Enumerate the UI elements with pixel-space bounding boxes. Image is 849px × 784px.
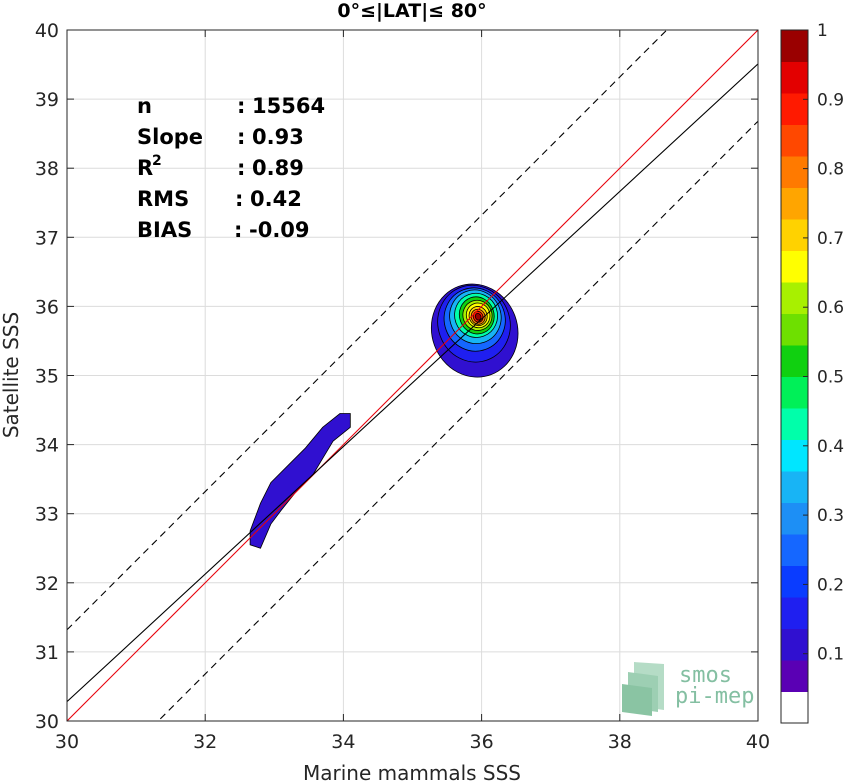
x-tick-label: 40 bbox=[746, 731, 770, 753]
colorbar-segment bbox=[781, 124, 808, 157]
colorbar-tick-label: 0.3 bbox=[817, 506, 844, 526]
lower-bound-dashed-line bbox=[157, 120, 758, 721]
colorbar-tick-label: 0.6 bbox=[817, 298, 844, 318]
one-to-one-line bbox=[67, 30, 758, 721]
y-tick-label: 40 bbox=[35, 20, 59, 42]
stat-value: 15564 bbox=[252, 94, 325, 118]
colorbar-segment bbox=[781, 534, 808, 566]
y-tick-label: 30 bbox=[35, 711, 59, 733]
stat-value: -0.09 bbox=[249, 218, 310, 242]
colorbar-segment bbox=[781, 597, 808, 629]
colorbar-segment bbox=[781, 471, 808, 503]
colorbar-segment bbox=[781, 61, 808, 94]
y-tick-label: 37 bbox=[35, 227, 59, 249]
grid bbox=[66, 29, 759, 722]
stat-label: Slope bbox=[137, 125, 203, 149]
stat-label-superscript: 2 bbox=[152, 153, 162, 169]
stat-value: 0.89 bbox=[252, 156, 304, 180]
regression-line bbox=[67, 63, 758, 703]
logo-graphic-icon bbox=[622, 662, 664, 716]
upper-bound-dashed-line bbox=[67, 30, 668, 631]
stat-label: BIAS bbox=[137, 218, 192, 242]
chart-title: 0°≤|LAT|≤ 80° bbox=[337, 0, 486, 22]
stat-separator: : bbox=[237, 125, 245, 149]
colorbar-tick-label: 1 bbox=[817, 21, 828, 41]
y-tick-label: 32 bbox=[35, 573, 59, 595]
colorbar-tick-label: 0.4 bbox=[817, 437, 844, 457]
colorbar-segment bbox=[781, 565, 808, 598]
y-tick-label: 34 bbox=[35, 435, 59, 457]
colorbar-segment bbox=[781, 187, 808, 220]
stat-separator: : bbox=[234, 218, 242, 242]
colorbar-segment bbox=[781, 660, 808, 692]
x-tick-label: 32 bbox=[193, 731, 217, 753]
x-tick-label: 34 bbox=[331, 731, 355, 753]
logo-line1: smos bbox=[679, 663, 732, 688]
density-contour-level bbox=[474, 312, 482, 321]
colorbar-segment bbox=[781, 408, 808, 440]
y-tick-label: 39 bbox=[35, 89, 59, 111]
smos-pi-mep-logo: smos pi-mep bbox=[622, 662, 754, 716]
colorbar-segment bbox=[781, 628, 808, 661]
colorbar-segment bbox=[781, 439, 808, 472]
y-tick-label: 38 bbox=[35, 158, 59, 180]
stat-label: R bbox=[137, 156, 153, 180]
colorbar-segment bbox=[781, 219, 808, 251]
colorbar-segment bbox=[781, 93, 808, 125]
colorbar-tick-label: 0.5 bbox=[817, 368, 844, 388]
x-tick-label: 38 bbox=[608, 731, 632, 753]
y-tick-label: 33 bbox=[35, 504, 59, 526]
colorbar-segment bbox=[781, 345, 808, 377]
colorbar-segment bbox=[781, 691, 808, 724]
colorbar-tick-label: 0.7 bbox=[817, 229, 844, 249]
colorbar-segment bbox=[781, 376, 808, 409]
colorbar-segment bbox=[781, 282, 808, 314]
reference-lines bbox=[67, 30, 758, 721]
stat-value: 0.93 bbox=[252, 125, 304, 149]
colorbar-segment bbox=[781, 156, 808, 188]
x-tick-label: 30 bbox=[55, 731, 79, 753]
y-tick-label: 35 bbox=[35, 366, 59, 388]
colorbar-tick-label: 0.8 bbox=[817, 160, 844, 180]
stat-separator: : bbox=[235, 187, 243, 211]
y-axis-label: Satellite SSS bbox=[0, 312, 23, 438]
stat-value: 0.42 bbox=[250, 187, 302, 211]
colorbar-tick-label: 0.2 bbox=[817, 575, 844, 595]
y-tick-label: 36 bbox=[35, 296, 59, 318]
x-axis-label: Marine mammals SSS bbox=[303, 761, 521, 784]
logo-line2: pi-mep bbox=[675, 684, 754, 709]
colorbar-segment bbox=[781, 250, 808, 283]
stat-separator: : bbox=[237, 156, 245, 180]
colorbar-ticks: 0.1 0.2 0.3 0.4 0.5 0.6 0.7 0.8 0.9 1 bbox=[803, 21, 844, 665]
stat-label: n bbox=[137, 94, 152, 118]
stat-separator: : bbox=[237, 94, 245, 118]
y-ticks: 30 31 32 33 34 35 36 37 38 39 40 bbox=[35, 20, 758, 733]
y-tick-label: 31 bbox=[35, 642, 59, 664]
colorbar-segment bbox=[781, 313, 808, 346]
colorbar-segment bbox=[781, 502, 808, 535]
colorbar bbox=[780, 29, 809, 724]
x-ticks: 30 32 34 36 38 40 bbox=[55, 30, 770, 753]
colorbar-segment bbox=[781, 30, 808, 62]
stat-label: RMS bbox=[137, 187, 189, 211]
x-tick-label: 36 bbox=[470, 731, 494, 753]
colorbar-tick-label: 0.1 bbox=[817, 645, 844, 665]
colorbar-tick-label: 0.9 bbox=[817, 90, 844, 110]
